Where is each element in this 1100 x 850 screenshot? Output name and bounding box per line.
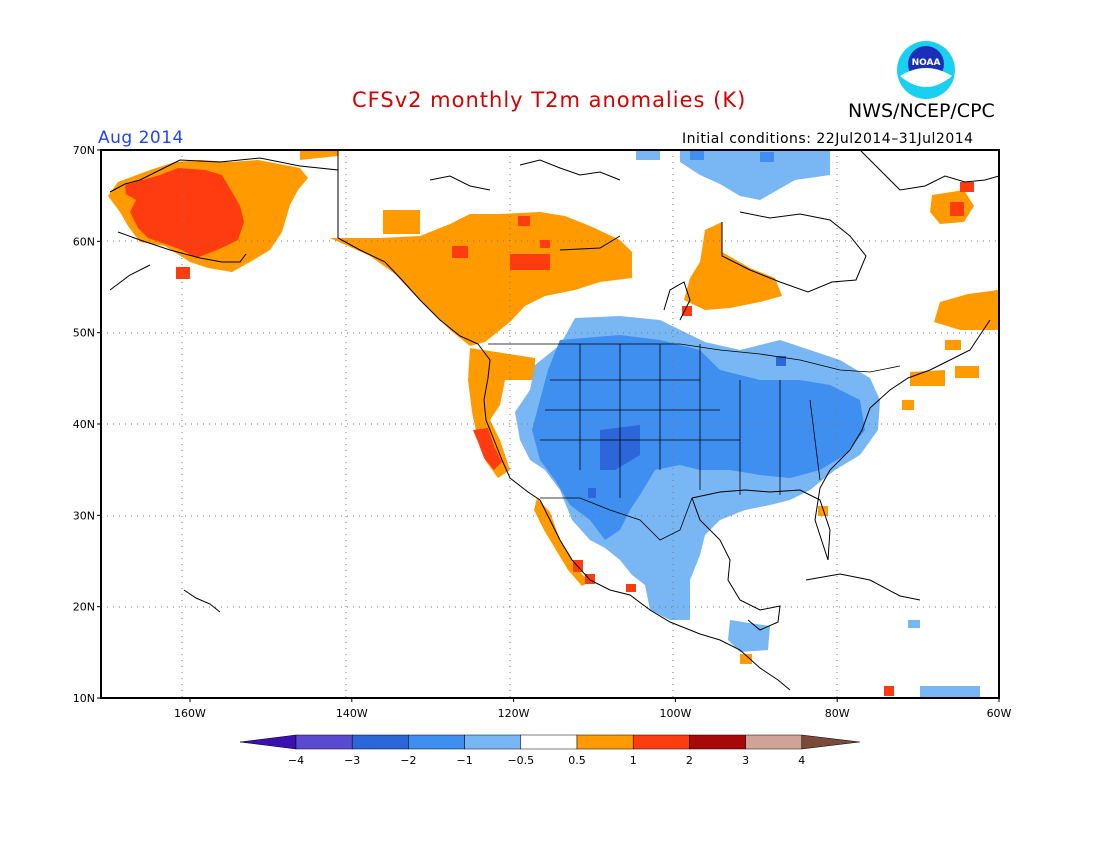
baja-warm (534, 498, 590, 586)
lat-label: 30N (73, 509, 95, 522)
alaska-hot-core (125, 168, 244, 258)
colorbar-segment (689, 734, 746, 750)
lon-label: 120W (498, 707, 530, 720)
lat-label: 40N (73, 418, 95, 431)
lon-label: 140W (336, 707, 368, 720)
longitude-labels: 160W 140W 120W 100W 80W 60W (174, 698, 1012, 720)
colorbar-label: −0.5 (507, 754, 534, 767)
colorbar-label: 0.5 (568, 754, 586, 767)
lat-label: 60N (73, 235, 95, 248)
arctic-cool-2 (680, 150, 830, 200)
colorbar-segment (576, 734, 634, 750)
colorbar-segment (351, 734, 409, 750)
atlantic-canada-warm (934, 290, 998, 330)
colorbar: −4 −3 −2 −1 −0.5 0.5 1 2 3 4 (239, 734, 860, 767)
colorbar-label: −3 (344, 754, 360, 767)
arctic-cool (636, 150, 660, 160)
colorbar-segment (520, 734, 578, 750)
lon-label: 60W (987, 707, 1012, 720)
colorbar-label: −4 (288, 754, 304, 767)
colorbar-label: 2 (686, 754, 693, 767)
us-cool-medium (532, 335, 865, 540)
noaa-logo-text: NOAA (912, 58, 941, 68)
colorbar-segment (464, 734, 522, 750)
graticule (101, 150, 999, 698)
cool-anomaly-regions (515, 150, 980, 698)
lat-label: 70N (73, 144, 95, 157)
colorbar-label: 4 (798, 754, 805, 767)
agency-label: NWS/NCEP/CPC (848, 100, 995, 122)
colorbar-label: −1 (456, 754, 472, 767)
canada-west-warm (300, 150, 338, 160)
colorbar-label: −2 (400, 754, 416, 767)
colorbar-max-arrow (801, 734, 860, 750)
colorbar-segment (408, 734, 465, 750)
colorbar-min-arrow (239, 734, 297, 750)
lat-label: 20N (73, 601, 95, 614)
canada-nw-hot (510, 254, 550, 270)
initial-conditions: Initial conditions: 22Jul2014–31Jul2014 (682, 131, 974, 147)
colorbar-label: 1 (630, 754, 637, 767)
lat-label: 50N (73, 327, 95, 340)
borders (488, 343, 901, 541)
colorbar-segment (295, 734, 353, 750)
canada-nw-warm (330, 212, 632, 346)
hudson-warm (684, 222, 782, 310)
coastlines (109, 150, 999, 691)
colorbar-segment (632, 734, 690, 750)
colorbar-segment (745, 734, 803, 750)
colorbar-label: 3 (742, 754, 749, 767)
noaa-logo: NOAA (897, 41, 955, 99)
warm-anomaly-regions (108, 150, 998, 696)
central-america-cool-2 (728, 620, 770, 652)
newengland-warm (910, 370, 945, 386)
month-label: Aug 2014 (98, 128, 184, 148)
central-america-cool (652, 584, 690, 608)
west-coast-hot (473, 428, 502, 470)
chart-title: CFSv2 monthly T2m anomalies (K) (352, 88, 747, 112)
lon-label: 100W (659, 707, 691, 720)
lon-label: 160W (174, 707, 206, 720)
lon-label: 80W (825, 707, 850, 720)
latitude-labels: 70N 60N 50N 40N 30N 20N 10N (73, 144, 101, 705)
lat-label: 10N (73, 692, 95, 705)
canada-north-warm (383, 210, 420, 234)
